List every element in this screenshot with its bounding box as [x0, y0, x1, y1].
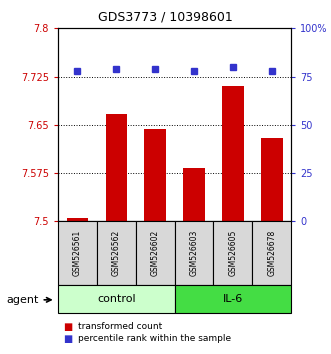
Bar [175, 285, 291, 313]
Bar [144, 129, 166, 221]
Text: GSM526603: GSM526603 [190, 230, 199, 276]
Text: ■: ■ [63, 334, 72, 344]
Bar [58, 221, 97, 285]
Text: GSM526678: GSM526678 [267, 230, 276, 276]
Text: control: control [97, 294, 136, 304]
Bar [213, 221, 252, 285]
Text: transformed count: transformed count [78, 322, 162, 331]
Bar [175, 221, 213, 285]
Text: IL-6: IL-6 [223, 294, 243, 304]
Text: GSM526561: GSM526561 [73, 230, 82, 276]
Text: ■: ■ [63, 322, 72, 332]
Text: GSM526605: GSM526605 [228, 230, 237, 276]
Text: GDS3773 / 10398601: GDS3773 / 10398601 [98, 10, 233, 23]
Text: agent: agent [7, 295, 39, 305]
Text: GSM526562: GSM526562 [112, 230, 121, 276]
Bar [67, 218, 88, 221]
Bar [136, 221, 175, 285]
Bar [261, 138, 283, 221]
Bar [252, 221, 291, 285]
Text: percentile rank within the sample: percentile rank within the sample [78, 334, 231, 343]
Bar [58, 285, 175, 313]
Text: GSM526602: GSM526602 [151, 230, 160, 276]
Bar [106, 114, 127, 221]
Bar [222, 86, 244, 221]
Bar [183, 168, 205, 221]
Bar [97, 221, 136, 285]
